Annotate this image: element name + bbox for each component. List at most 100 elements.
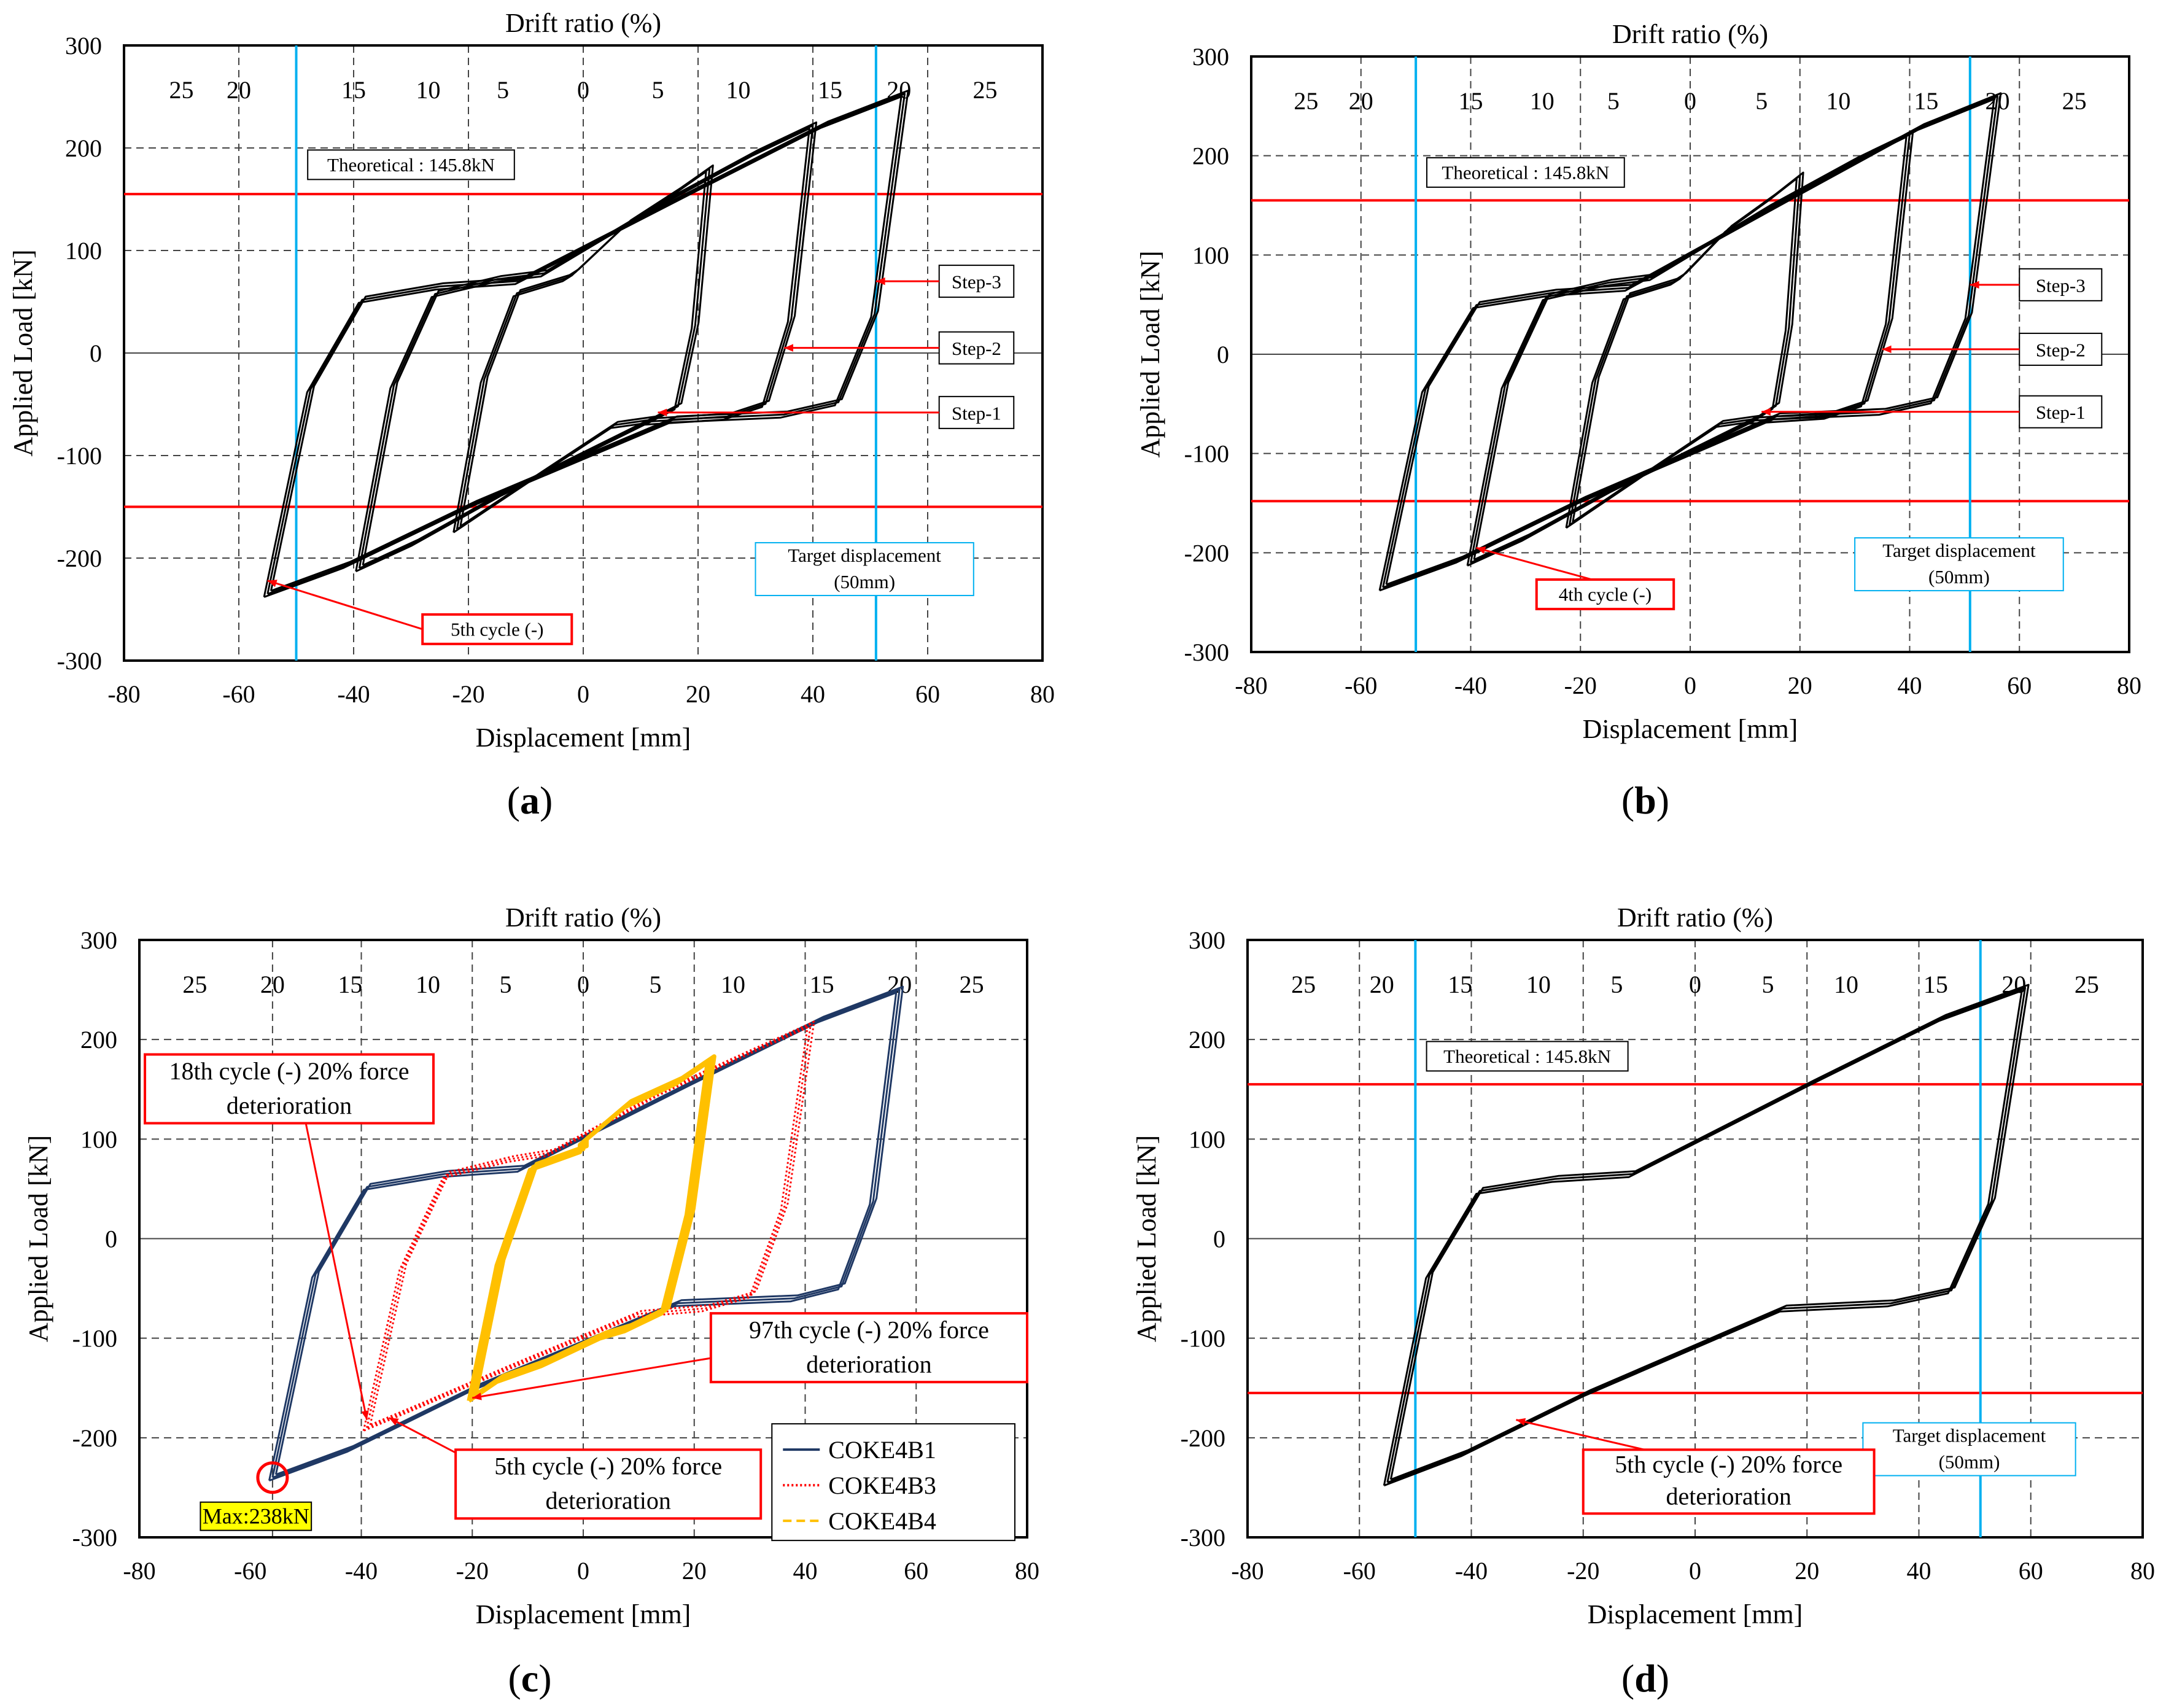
y-axis-label: Applied Load [kN] (8, 249, 38, 456)
x-tick-label: -40 (1454, 672, 1487, 699)
cycle-arrow (267, 580, 423, 631)
drift-tick-label: 5 (652, 76, 664, 104)
drift-tick-label: 5 (1607, 87, 1620, 115)
target-label-text: Target displacement (788, 545, 941, 566)
step-label-text: Step-1 (952, 402, 1001, 424)
y-axis-label: Applied Load [kN] (1135, 250, 1165, 457)
y-tick-label: 0 (105, 1225, 117, 1253)
cycle-arrow (1516, 1419, 1645, 1451)
step-label-text: Step-2 (952, 338, 1001, 359)
drift-tick-label: 25 (2062, 87, 2087, 115)
cycle-arrow-head (1476, 546, 1486, 554)
y-tick-label: 100 (1189, 1125, 1225, 1153)
series-curve-step-1 (1565, 177, 1798, 529)
x-tick-label: -40 (337, 680, 370, 708)
drift-tick-label: 15 (338, 971, 362, 998)
drift-tick-label: 0 (577, 76, 589, 104)
drift-tick-label: 25 (1291, 971, 1316, 998)
y-tick-label: -300 (72, 1524, 117, 1551)
annotation-97th-text: deterioration (806, 1350, 931, 1378)
y-tick-label: -100 (1181, 1325, 1225, 1353)
target-label-text: Target displacement (1882, 540, 2036, 561)
theoretical-label-text: Theoretical : 145.8kN (327, 154, 495, 176)
top-axis-label: Drift ratio (%) (1617, 903, 1773, 933)
x-tick-label: -80 (1231, 1557, 1264, 1585)
step-label-text: Step-3 (2036, 274, 2086, 296)
y-tick-label: -100 (57, 442, 102, 470)
y-tick-label: 200 (80, 1026, 117, 1054)
annotation-5th-text: 5th cycle (-) 20% force (494, 1453, 722, 1480)
y-tick-label: 0 (90, 340, 102, 367)
x-tick-label: 60 (915, 680, 940, 708)
drift-tick-label: 0 (1684, 87, 1696, 115)
drift-tick-label: 10 (1526, 971, 1551, 998)
drift-tick-label: 25 (960, 971, 984, 998)
x-tick-label: 40 (1898, 672, 1922, 699)
panel-label-c: (c) (508, 1656, 551, 1700)
step-label-text: Step-1 (2036, 402, 2086, 423)
curves (1378, 92, 2002, 592)
theoretical-label-box (1426, 1041, 1629, 1072)
drift-tick-label: 15 (810, 971, 834, 998)
x-tick-label: 20 (1795, 1557, 1819, 1585)
panel-label-b: (b) (1621, 778, 1669, 822)
x-tick-label: 0 (577, 1557, 589, 1585)
drift-tick-label: 5 (497, 76, 509, 104)
x-tick-label: -60 (1343, 1557, 1376, 1585)
annotation-5th-arrow-head (389, 1418, 399, 1426)
x-tick-label: 80 (1030, 680, 1055, 708)
y-tick-label: 100 (80, 1125, 117, 1153)
y-tick-label: -100 (1184, 440, 1229, 468)
drift-tick-label: 5 (1761, 971, 1774, 998)
chart-c: -80 -60 -40 -20 0 20 40 60 803002001000-100-200-… (23, 903, 1039, 1629)
drift-tick-label: 20 (1370, 971, 1394, 998)
x-tick-label: 0 (1689, 1557, 1701, 1585)
drift-tick-label: 5 (649, 971, 661, 998)
step-label-box (2019, 268, 2103, 301)
series-curve-step-2 (362, 121, 818, 567)
series-curve-coke4b4 (473, 1054, 716, 1397)
series-curve-step-1 (459, 164, 714, 527)
target-label-box (1854, 537, 2064, 592)
y-tick-label: -200 (57, 545, 102, 572)
x-tick-label: 40 (793, 1557, 818, 1585)
x-tick-label: -20 (456, 1557, 489, 1585)
y-tick-label: -200 (1184, 539, 1229, 567)
series-curve-coke4b3 (362, 1027, 809, 1432)
top-axis-label: Drift ratio (%) (505, 903, 661, 933)
y-axis-label: Applied Load [kN] (23, 1135, 53, 1342)
drift-tick-label: 10 (1826, 87, 1850, 115)
legend-label: COKE4B3 (828, 1472, 936, 1499)
theoretical-label-box (1426, 157, 1625, 188)
annotation-18th-arrow (305, 1123, 368, 1420)
y-tick-label: -100 (72, 1325, 117, 1353)
drift-tick-label: 0 (577, 971, 589, 998)
cycle-arrow (1476, 546, 1593, 581)
drift-tick-label: 15 (818, 76, 842, 104)
annotation-97th-arrow-head (472, 1392, 482, 1400)
series-curve-coke4b3 (369, 1020, 815, 1426)
series-curve-step-1 (452, 170, 707, 534)
drift-tick-label: 25 (973, 76, 998, 104)
x-tick-label: 20 (686, 680, 710, 708)
drift-tick-label: 10 (416, 971, 440, 998)
drift-tick-label: 25 (182, 971, 207, 998)
y-tick-label: 0 (1217, 341, 1229, 368)
theoretical-label-text: Theoretical : 145.8kN (1442, 161, 1609, 183)
drift-tick-label: 25 (2075, 971, 2099, 998)
series-curve-step-2 (1473, 130, 1914, 561)
cycle-label-text: 4th cycle (-) (1559, 584, 1652, 605)
x-tick-label: -20 (452, 680, 484, 708)
step-arrow-head (875, 277, 885, 285)
curves (1383, 984, 2030, 1487)
step-label-text: Step-2 (2036, 339, 2086, 360)
x-tick-label: 20 (682, 1557, 707, 1585)
chart-a: -80 -60 -40 -20 0 20 40 60 803002001000-100-200-… (8, 8, 1055, 753)
drift-tick-label: 10 (1834, 971, 1858, 998)
annotation-5th-text: deterioration (545, 1487, 670, 1515)
step-arrow-head (1970, 281, 1979, 289)
x-tick-label: 80 (2130, 1557, 2155, 1585)
x-tick-label: 40 (801, 680, 825, 708)
chart-b: -80 -60 -40 -20 0 20 40 60 803002001000-100-200-… (1135, 19, 2141, 744)
